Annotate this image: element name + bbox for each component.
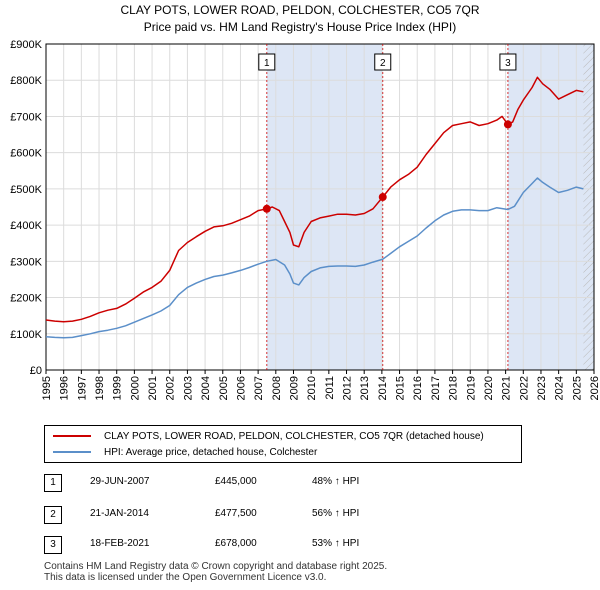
x-tick-label: 2012 bbox=[342, 376, 354, 400]
transaction-date: 18-FEB-2021 bbox=[90, 538, 150, 549]
x-tick-label: 1998 bbox=[94, 376, 106, 400]
x-tick-label: 2007 bbox=[253, 376, 265, 400]
legend-label-property: CLAY POTS, LOWER ROAD, PELDON, COLCHESTE… bbox=[104, 430, 484, 442]
y-tick-label: £600K bbox=[10, 148, 42, 160]
x-tick-label: 2008 bbox=[271, 376, 283, 400]
y-tick-label: £100K bbox=[10, 329, 42, 341]
sale-marker-box bbox=[374, 53, 392, 71]
x-tick-label: 2001 bbox=[147, 376, 159, 400]
sale-point bbox=[503, 120, 512, 129]
x-tick-label: 2010 bbox=[306, 376, 318, 400]
transaction-number: 3 bbox=[44, 536, 62, 554]
transaction-price: £445,000 bbox=[215, 476, 257, 487]
legend-swatch-hpi bbox=[53, 451, 91, 453]
footer-copyright: Contains HM Land Registry data © Crown c… bbox=[44, 561, 388, 572]
legend-label-hpi: HPI: Average price, detached house, Colc… bbox=[104, 446, 318, 458]
x-tick-label: 1997 bbox=[76, 376, 88, 400]
x-tick-label: 2016 bbox=[412, 376, 424, 400]
legend-item-property: CLAY POTS, LOWER ROAD, PELDON, COLCHESTE… bbox=[53, 429, 484, 443]
x-tick-label: 2018 bbox=[448, 376, 460, 400]
x-tick-label: 2009 bbox=[288, 376, 300, 400]
y-tick-label: £900K bbox=[10, 39, 42, 51]
x-tick-label: 2017 bbox=[430, 376, 442, 400]
footer-licence: This data is licensed under the Open Gov… bbox=[44, 572, 327, 583]
transaction-price: £678,000 bbox=[215, 538, 257, 549]
y-tick-label: £400K bbox=[10, 220, 42, 232]
x-tick-label: 2019 bbox=[465, 376, 477, 400]
y-tick-label: £700K bbox=[10, 111, 42, 123]
sale-marker-label: 3 bbox=[505, 58, 511, 69]
plot-frame bbox=[45, 43, 595, 371]
x-tick-label: 2025 bbox=[571, 376, 583, 400]
transaction-date: 21-JAN-2014 bbox=[90, 508, 149, 519]
x-tick-label: 1999 bbox=[112, 376, 124, 400]
sale-point bbox=[262, 204, 271, 213]
x-tick-label: 2013 bbox=[359, 376, 371, 400]
transaction-price: £477,500 bbox=[215, 508, 257, 519]
y-tick-label: £0 bbox=[30, 365, 42, 377]
x-tick-label: 1996 bbox=[59, 376, 71, 400]
y-tick-label: £300K bbox=[10, 256, 42, 268]
x-tick-label: 2026 bbox=[589, 376, 600, 400]
transaction-number: 2 bbox=[44, 506, 62, 524]
sale-marker-label: 2 bbox=[380, 58, 386, 69]
x-tick-label: 1995 bbox=[41, 376, 53, 400]
legend-item-hpi: HPI: Average price, detached house, Colc… bbox=[53, 445, 317, 459]
transaction-date: 29-JUN-2007 bbox=[90, 476, 150, 487]
x-tick-label: 2000 bbox=[129, 376, 141, 400]
shaded-period bbox=[507, 44, 594, 370]
x-tick-label: 2015 bbox=[395, 376, 407, 400]
sale-marker-box bbox=[499, 53, 517, 71]
x-tick-label: 2014 bbox=[377, 376, 389, 400]
sale-marker-box bbox=[258, 53, 276, 71]
chart-title: CLAY POTS, LOWER ROAD, PELDON, COLCHESTE… bbox=[120, 3, 480, 17]
sale-point bbox=[378, 193, 387, 202]
transaction-number: 1 bbox=[44, 474, 62, 492]
sale-marker-label: 1 bbox=[264, 58, 270, 69]
x-tick-label: 2004 bbox=[200, 376, 212, 400]
legend: CLAY POTS, LOWER ROAD, PELDON, COLCHESTE… bbox=[44, 425, 522, 463]
x-tick-label: 2020 bbox=[483, 376, 495, 400]
price-chart: £0 £100K £200K £300K £400K £500K £600K £700K £80… bbox=[10, 39, 600, 400]
x-tick-label: 2024 bbox=[554, 376, 566, 400]
y-tick-label: £200K bbox=[10, 293, 42, 305]
chart-subtitle: Price paid vs. HM Land Registry's House … bbox=[143, 20, 457, 34]
x-tick-label: 2021 bbox=[501, 376, 513, 400]
x-tick-label: 2022 bbox=[518, 376, 530, 400]
transaction-hpi-change: 48% ↑ HPI bbox=[312, 476, 360, 487]
hpi-series-line bbox=[45, 177, 584, 339]
transaction-hpi-change: 53% ↑ HPI bbox=[312, 538, 360, 549]
transaction-hpi-change: 56% ↑ HPI bbox=[312, 508, 360, 519]
y-tick-label: £800K bbox=[10, 75, 42, 87]
shaded-period bbox=[266, 44, 383, 370]
x-tick-label: 2011 bbox=[324, 376, 336, 400]
x-tick-label: 2003 bbox=[182, 376, 194, 400]
x-tick-label: 2002 bbox=[165, 376, 177, 400]
y-tick-label: £500K bbox=[10, 184, 42, 196]
legend-swatch-property bbox=[53, 435, 91, 437]
x-tick-label: 2023 bbox=[536, 376, 548, 400]
forecast-hatch bbox=[583, 44, 594, 370]
x-tick-label: 2006 bbox=[235, 376, 247, 400]
x-tick-label: 2005 bbox=[218, 376, 230, 400]
